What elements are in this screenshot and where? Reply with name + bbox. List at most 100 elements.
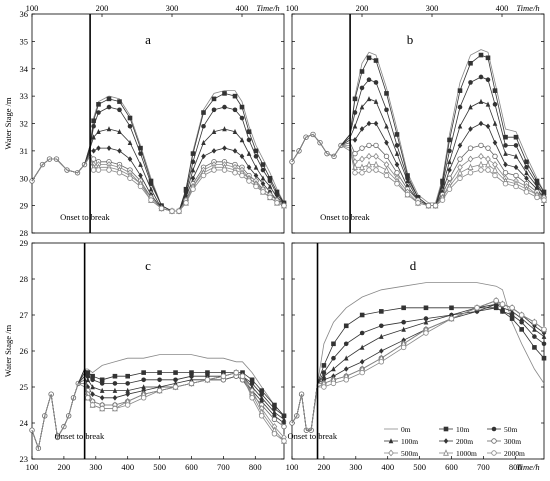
- data-point: [359, 359, 365, 365]
- data-point: [281, 413, 287, 419]
- x-tick-label: 500: [413, 462, 426, 472]
- data-point: [449, 312, 454, 318]
- data-point: [468, 104, 473, 110]
- data-point: [201, 153, 206, 160]
- data-point: [492, 88, 498, 93]
- data-point: [272, 409, 277, 415]
- break-annotation: Onset to break: [60, 212, 110, 222]
- data-point: [457, 123, 463, 129]
- data-point: [485, 101, 491, 107]
- data-point: [359, 369, 365, 376]
- data-point: [405, 173, 410, 178]
- data-point: [343, 341, 349, 347]
- data-point: [272, 406, 277, 411]
- legend-marker: [443, 426, 449, 432]
- data-point: [239, 137, 245, 143]
- data-point: [281, 416, 287, 422]
- data-point: [112, 373, 118, 379]
- data-point: [90, 391, 95, 397]
- data-point: [373, 160, 379, 168]
- data-point: [253, 148, 259, 154]
- data-point: [502, 181, 509, 187]
- data-point: [267, 194, 273, 201]
- data-point: [502, 170, 509, 176]
- data-point: [211, 167, 217, 173]
- series-0m: [29, 90, 285, 212]
- legend-label: 100m: [401, 437, 418, 446]
- data-point: [541, 333, 547, 339]
- data-point: [200, 172, 207, 179]
- data-point: [138, 172, 143, 179]
- legend-label: 1000m: [456, 449, 477, 458]
- data-point: [249, 377, 255, 383]
- x-tick-label: 200: [356, 3, 369, 13]
- plot-frame: [31, 13, 285, 234]
- series-line: [31, 155, 285, 212]
- data-point: [492, 139, 498, 146]
- data-point: [343, 377, 349, 383]
- series-200m: [291, 301, 547, 431]
- data-point: [271, 431, 278, 437]
- data-point: [253, 164, 259, 170]
- legend-marker: [388, 438, 394, 444]
- data-point: [343, 323, 349, 329]
- data-point: [485, 167, 491, 173]
- legend-marker: [443, 438, 449, 444]
- data-point: [90, 377, 95, 383]
- data-point: [394, 161, 400, 168]
- y-tick-label: 23: [20, 454, 29, 464]
- data-point: [106, 145, 112, 151]
- data-point: [359, 312, 365, 318]
- data-point: [260, 180, 266, 187]
- data-point: [211, 128, 217, 135]
- x-axis-title: Time/h: [516, 462, 539, 472]
- data-point: [384, 91, 389, 96]
- data-point: [468, 80, 473, 85]
- data-point: [447, 137, 452, 143]
- data-point: [99, 377, 105, 383]
- data-point: [383, 166, 390, 173]
- data-point: [89, 402, 96, 408]
- x-tick-label: 300: [166, 3, 179, 13]
- data-point: [359, 163, 365, 171]
- data-point: [188, 380, 195, 387]
- data-point: [331, 341, 336, 347]
- x-tick-label: 300: [89, 462, 102, 472]
- data-point: [106, 126, 112, 132]
- legend-label: 2000m: [504, 449, 525, 458]
- data-point: [253, 172, 259, 179]
- y-tick-label: 35: [20, 36, 29, 46]
- data-point: [478, 52, 484, 58]
- data-point: [127, 156, 133, 162]
- data-point: [267, 175, 273, 181]
- data-point: [446, 175, 453, 181]
- data-point: [379, 309, 384, 314]
- data-point: [541, 355, 547, 361]
- data-point: [232, 170, 238, 176]
- data-point: [359, 104, 365, 110]
- data-point: [259, 391, 264, 397]
- data-point: [394, 143, 400, 148]
- series-line: [31, 92, 285, 212]
- series-50m: [291, 74, 547, 208]
- data-point: [513, 153, 519, 159]
- data-point: [503, 143, 508, 148]
- x-tick-label: 700: [217, 462, 230, 472]
- data-point: [379, 333, 384, 339]
- data-point: [366, 142, 372, 149]
- panel-label: b: [407, 32, 414, 47]
- legend: 0m 10m 50m 100m 200m 300m 500m 1000m 2000m: [384, 425, 525, 458]
- data-point: [401, 319, 406, 325]
- data-point: [85, 377, 91, 383]
- data-point: [373, 152, 379, 160]
- data-point: [331, 355, 336, 361]
- data-point: [467, 163, 474, 171]
- y-tick-label: 32: [20, 119, 29, 129]
- data-point: [258, 413, 265, 419]
- x-tick-label: 100: [26, 3, 39, 13]
- x-tick-label: 600: [185, 462, 198, 472]
- data-point: [423, 305, 429, 311]
- data-point: [321, 370, 327, 375]
- data-point: [239, 104, 245, 110]
- data-point: [440, 178, 445, 184]
